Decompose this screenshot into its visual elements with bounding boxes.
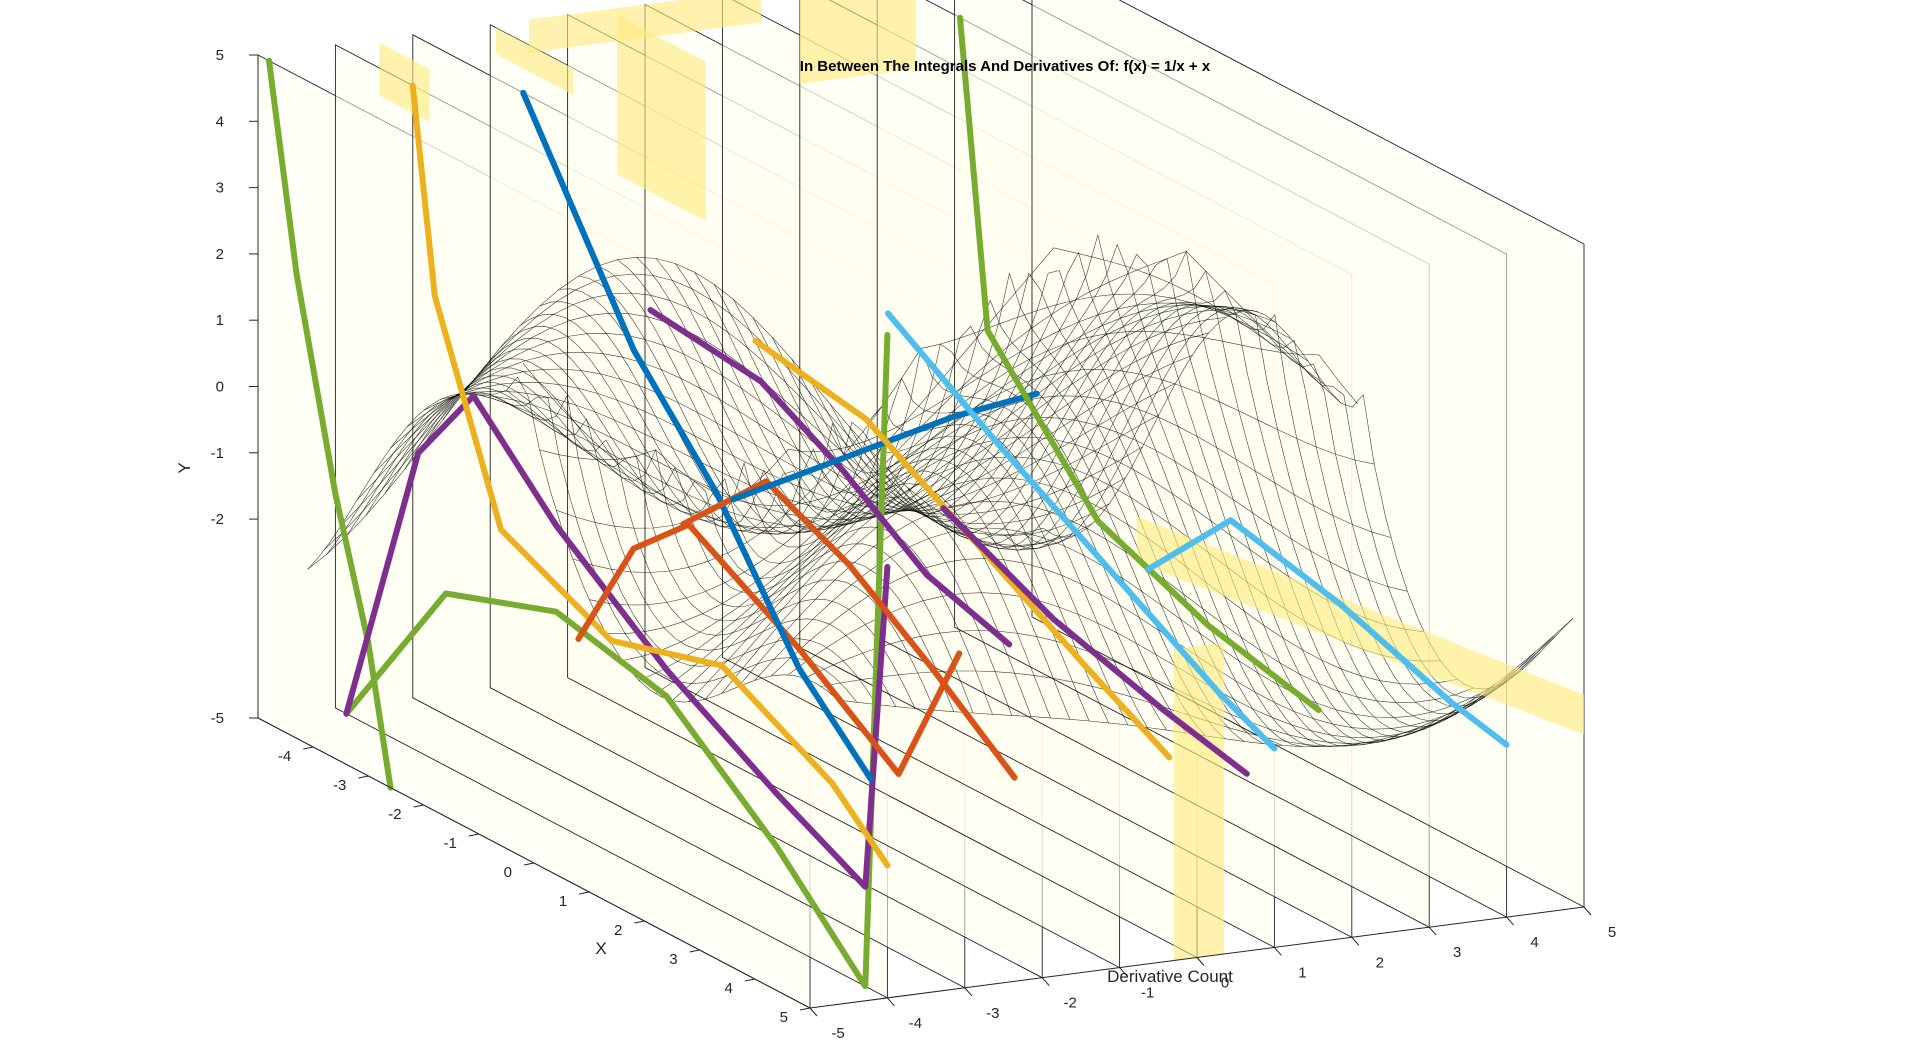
tick-labels: 5 4 3 2 1 0 -1 -2 -5 -4 -3 -2 -1 0 1 2 3 4 5 -5 -4 -3 -2 -1 0 1 2 3… <box>211 47 1617 1042</box>
y-axis-label: Y <box>175 462 194 473</box>
mesh-line <box>655 395 1391 694</box>
series-line <box>343 331 891 990</box>
highlight-band <box>617 15 706 221</box>
derivative-tick-mark <box>1196 957 1205 966</box>
highlight-band <box>799 0 916 84</box>
mesh-line <box>522 305 1259 529</box>
derivative-tick-label: 4 <box>1530 934 1538 951</box>
x-tick-label: -4 <box>278 748 291 765</box>
y-tick-label: 0 <box>216 379 224 396</box>
derivative-tick-mark <box>1119 967 1127 976</box>
y-tick-label: -1 <box>211 445 224 462</box>
series-line <box>575 521 963 777</box>
x-tick-mark <box>799 1007 811 1011</box>
series-lines <box>266 14 1510 990</box>
derivative-tick-label: 0 <box>1221 975 1229 992</box>
x-tick-mark <box>303 746 314 750</box>
derivative-tick-mark <box>809 1007 818 1017</box>
mesh-line <box>622 330 1358 661</box>
x-tick-label: 3 <box>669 951 677 968</box>
x-tick-label: -3 <box>333 777 346 794</box>
x-tick-label: -2 <box>388 806 401 823</box>
derivative-tick-mark <box>887 997 895 1007</box>
mesh-line <box>456 355 1193 520</box>
x-tick-mark <box>579 891 590 895</box>
x-tick-label: 5 <box>780 1009 788 1026</box>
mesh-line <box>572 293 1309 573</box>
mesh-line <box>373 332 1110 536</box>
y-tick-label: -2 <box>211 511 224 528</box>
derivative-tick-label: -5 <box>831 1025 844 1042</box>
mesh-line <box>440 383 1176 514</box>
mesh-line <box>390 351 1126 525</box>
derivative-tick-label: 3 <box>1453 944 1461 961</box>
x-axis-label: X <box>595 939 606 958</box>
y-tick-label: 3 <box>216 180 224 197</box>
series-line <box>730 390 1040 503</box>
series-line <box>343 392 891 890</box>
highlight-band <box>1173 642 1225 961</box>
y-tick-label: 4 <box>216 113 224 130</box>
derivative-tick-mark <box>1041 977 1050 987</box>
derivative-tick-mark <box>1583 906 1592 916</box>
y-tick-label: 5 <box>216 47 224 64</box>
mesh-line <box>804 630 1540 744</box>
mesh-line <box>738 500 1474 704</box>
mesh-line <box>787 592 1524 739</box>
derivative-tick-mark <box>1506 916 1514 926</box>
series-line <box>520 89 874 783</box>
derivative-tick-label: -1 <box>1141 985 1154 1002</box>
y-tick-label: 1 <box>216 312 224 329</box>
chart-title: In Between The Integrals And Derivatives… <box>800 58 1211 75</box>
x-tick-mark <box>744 978 755 982</box>
y-tick-label: -5 <box>211 710 224 727</box>
y-tick-label: 2 <box>216 246 224 263</box>
derivative-axis-label: Derivative Count <box>1107 967 1233 986</box>
mesh-line <box>638 369 1375 681</box>
derivative-tick-label: 1 <box>1298 964 1306 981</box>
highlight-band <box>528 0 762 53</box>
derivative-tick-label: -2 <box>1064 995 1077 1012</box>
derivative-tick-mark <box>1274 947 1282 956</box>
x-tick-label: 2 <box>614 922 622 939</box>
x-tick-label: 4 <box>724 980 732 997</box>
derivative-tick-mark <box>964 987 973 997</box>
x-tick-mark <box>358 775 369 779</box>
mesh-line <box>473 332 1209 527</box>
series-line <box>266 57 394 791</box>
mesh-line <box>324 273 1060 551</box>
mesh-line <box>771 558 1507 730</box>
highlight-band <box>495 27 573 95</box>
mesh-line <box>539 304 1276 507</box>
series-line <box>647 307 1013 648</box>
axes <box>249 54 1592 1017</box>
series-line <box>885 310 1278 752</box>
x-tick-label: 1 <box>559 893 567 910</box>
x-tick-mark <box>689 949 700 953</box>
mesh-line <box>589 247 1325 606</box>
mesh-line <box>605 250 1342 634</box>
derivative-tick-label: 5 <box>1608 924 1616 941</box>
series-line <box>957 14 1322 714</box>
x-tick-label: 0 <box>504 864 512 881</box>
derivative-tick-label: 2 <box>1376 954 1384 971</box>
derivative-tick-mark <box>1428 926 1437 936</box>
x-tick-mark <box>468 833 479 837</box>
derivative-tick-mark <box>1351 936 1360 946</box>
mesh-line <box>423 382 1160 512</box>
series-line <box>940 505 1250 777</box>
mesh-line <box>556 302 1292 529</box>
series-line <box>409 82 891 869</box>
series-line <box>1144 517 1510 748</box>
surface-mesh <box>307 234 1574 748</box>
x-tick-label: -1 <box>443 835 456 852</box>
mesh-line <box>307 256 1044 570</box>
x-tick-mark <box>413 804 424 808</box>
derivative-tick-label: -3 <box>986 1005 999 1022</box>
x-tick-mark <box>523 862 535 866</box>
x-tick-mark <box>634 920 645 924</box>
derivative-tick-label: -4 <box>909 1015 922 1032</box>
